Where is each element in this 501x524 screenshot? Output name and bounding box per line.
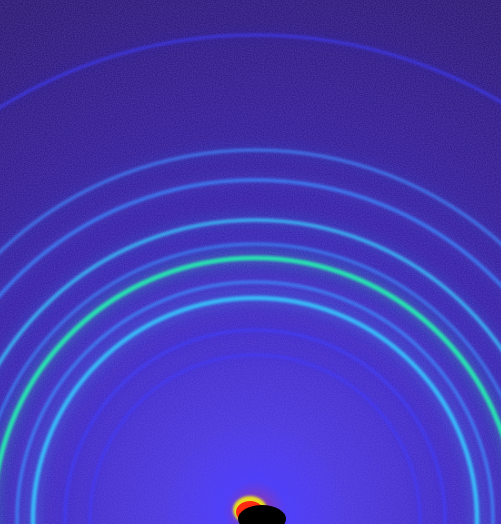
ring-9: [63, 328, 447, 524]
beam-stop: [238, 505, 286, 524]
ring-6: [0, 255, 501, 472]
ring-4: [0, 218, 501, 366]
ring-5: [0, 242, 501, 419]
ring-10: [88, 353, 422, 524]
ring-8: [30, 295, 480, 524]
center-glow: [165, 422, 345, 524]
diffraction-rings: [0, 31, 501, 524]
ring-3: [0, 178, 501, 298]
ring-7: [15, 280, 495, 524]
ring-1: [0, 33, 501, 110]
ring-2: [0, 148, 501, 255]
